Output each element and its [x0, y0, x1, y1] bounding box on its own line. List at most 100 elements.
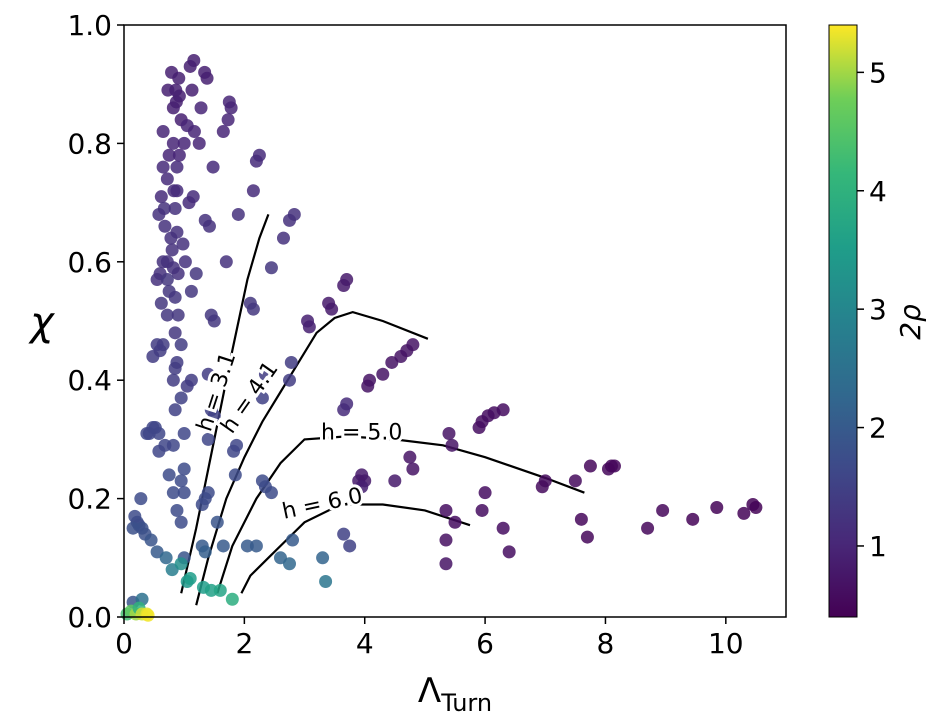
colorbar-tick-label: 5	[869, 56, 887, 89]
data-point	[221, 113, 235, 127]
data-point	[325, 302, 339, 316]
data-point	[170, 184, 184, 198]
data-point	[204, 583, 218, 597]
data-point	[152, 444, 166, 458]
x-tick-label: 6	[476, 627, 494, 660]
data-point	[140, 426, 154, 440]
data-point	[302, 320, 316, 334]
data-point	[376, 367, 390, 381]
data-point	[160, 172, 174, 186]
data-point	[185, 83, 199, 97]
data-point	[337, 403, 351, 417]
data-point	[152, 207, 166, 221]
data-point	[580, 530, 594, 544]
x-tick-label: 0	[115, 627, 133, 660]
data-point	[171, 308, 185, 322]
data-point	[283, 373, 296, 387]
contour-label: h = 6.0	[280, 483, 365, 524]
data-point	[406, 462, 420, 476]
data-point	[160, 308, 174, 322]
data-point	[475, 503, 489, 517]
y-axis-ticks: 0.0 0.2 0.4 0.6 0.8 1.0	[67, 9, 124, 634]
data-point	[168, 361, 182, 375]
data-point	[252, 148, 266, 162]
data-point	[686, 512, 700, 526]
data-point	[607, 459, 621, 473]
data-point	[134, 492, 148, 506]
data-point	[174, 391, 188, 405]
data-point	[568, 474, 582, 488]
data-point	[186, 190, 200, 204]
data-point	[177, 462, 191, 476]
contour-line	[216, 435, 585, 594]
scatter-points	[120, 54, 763, 622]
data-point	[201, 432, 215, 446]
data-point	[340, 273, 354, 287]
data-point	[183, 572, 197, 586]
contour-lines	[180, 214, 585, 606]
data-point	[319, 574, 333, 588]
data-point	[442, 426, 456, 440]
data-point	[166, 373, 180, 387]
data-point	[180, 119, 194, 133]
data-point	[178, 255, 192, 269]
data-point	[150, 273, 164, 287]
data-point	[641, 521, 655, 535]
data-point	[574, 512, 588, 526]
data-point	[439, 503, 453, 517]
contour-line	[240, 503, 471, 594]
data-point	[216, 125, 230, 139]
data-point	[201, 486, 215, 500]
data-point	[749, 500, 763, 514]
data-point	[478, 486, 492, 500]
data-point	[168, 326, 182, 340]
data-point	[403, 450, 417, 464]
data-point	[194, 101, 208, 115]
data-point	[187, 54, 201, 68]
colorbar-tick-label: 2	[869, 412, 887, 445]
data-point	[202, 219, 216, 233]
data-point	[159, 551, 173, 565]
data-point	[174, 557, 188, 571]
data-point	[180, 379, 194, 393]
data-point	[177, 136, 191, 150]
data-point	[172, 71, 186, 85]
x-tick-label: 4	[356, 627, 374, 660]
data-point	[231, 207, 245, 221]
x-axis-title: ΛTurn	[418, 671, 492, 717]
data-point	[156, 160, 170, 174]
data-point	[439, 533, 453, 547]
data-point	[177, 486, 191, 500]
data-point	[165, 243, 179, 257]
data-point	[249, 539, 263, 553]
data-point	[172, 89, 186, 103]
data-point	[206, 160, 220, 174]
data-point	[166, 136, 180, 150]
x-axis-title-main: Λ	[418, 671, 441, 711]
data-point	[224, 101, 238, 115]
x-tick-label: 10	[708, 627, 744, 660]
data-point	[168, 202, 182, 216]
data-point	[210, 515, 224, 529]
y-tick-label: 0.2	[67, 483, 112, 516]
data-point	[535, 480, 549, 494]
y-tick-label: 1.0	[67, 9, 112, 42]
x-axis-ticks: 0 2 4 6 8 10	[115, 617, 744, 660]
data-point	[258, 367, 272, 381]
data-point	[160, 273, 174, 287]
data-point	[168, 403, 182, 417]
data-point	[174, 515, 188, 529]
data-point	[174, 338, 188, 352]
data-point	[264, 261, 278, 275]
contour-line	[180, 214, 270, 594]
data-point	[228, 468, 242, 482]
data-point	[246, 302, 260, 316]
data-point	[284, 355, 298, 369]
data-point	[316, 551, 330, 565]
y-axis-title: χ	[28, 299, 55, 345]
data-point	[207, 314, 221, 328]
data-point	[174, 474, 188, 488]
data-point	[276, 231, 290, 245]
data-point	[343, 539, 357, 553]
data-point	[170, 503, 184, 517]
